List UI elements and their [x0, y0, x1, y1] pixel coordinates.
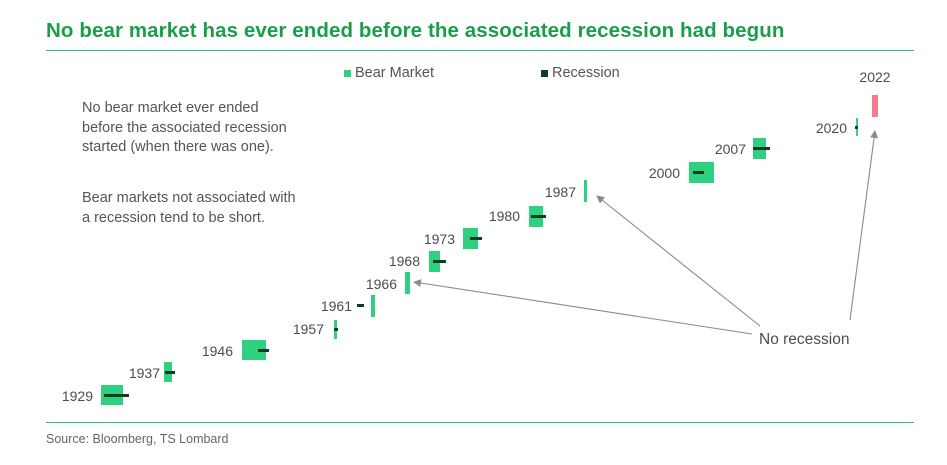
legend-bear-market-swatch — [344, 69, 351, 77]
bear-market-bar-1946 — [242, 340, 266, 360]
year-label-2000: 2000 — [649, 165, 680, 181]
title-divider — [46, 50, 914, 51]
bear-market-bar-1987 — [584, 180, 587, 202]
recession-bar-2020 — [855, 126, 858, 129]
recession-bar-1957 — [334, 328, 338, 331]
year-label-1968: 1968 — [389, 253, 420, 269]
year-label-1980: 1980 — [489, 208, 520, 224]
year-label-2022: 2022 — [859, 69, 890, 85]
legend-bear-market-label: Bear Market — [355, 65, 434, 81]
recession-bar-1973 — [470, 237, 482, 240]
note-line: No bear market ever ended — [82, 100, 259, 116]
legend-recession-swatch — [541, 69, 548, 77]
year-label-1973: 1973 — [424, 231, 455, 247]
bear-market-bar-1966 — [405, 272, 410, 294]
note-line: before the associated recession — [82, 119, 287, 136]
recession-bar-1937 — [165, 371, 175, 374]
year-label-1957: 1957 — [293, 321, 324, 337]
legend-recession: Recession — [541, 65, 620, 81]
source-note: Source: Bloomberg, TS Lombard — [46, 432, 229, 446]
legend-bear-market: Bear Market — [344, 65, 434, 81]
note-line: a recession tend to be short. — [82, 209, 265, 226]
year-label-1946: 1946 — [202, 343, 233, 359]
recession-bar-1968 — [433, 260, 446, 263]
year-label-2020: 2020 — [816, 120, 847, 136]
year-label-1929: 1929 — [62, 388, 93, 404]
note-paragraph-2: Bear markets not associated with a reces… — [82, 189, 296, 228]
note-line: started (when there was one). — [82, 139, 274, 155]
year-label-1987: 1987 — [545, 184, 576, 200]
year-label-2007: 2007 — [715, 141, 746, 157]
bear-market-bar-2022 — [872, 95, 878, 117]
chart-title: No bear market has ever ended before the… — [46, 19, 785, 42]
no-recession-annotation: No recession — [759, 331, 849, 348]
legend-recession-label: Recession — [552, 65, 620, 81]
bear-market-bar-1961 — [371, 295, 375, 317]
year-label-1966: 1966 — [366, 276, 397, 292]
recession-bar-1946 — [258, 349, 269, 352]
note-line: Bear markets not associated with — [82, 190, 296, 206]
recession-bar-1929 — [104, 394, 129, 397]
year-label-1961: 1961 — [321, 298, 352, 314]
note-paragraph-1: No bear market ever ended before the ass… — [82, 99, 287, 158]
arrow-to-2022 — [849, 130, 879, 321]
recession-bar-1961 — [357, 304, 364, 307]
recession-bar-1980 — [531, 215, 546, 218]
arrow-to-1987 — [596, 195, 761, 327]
footer-divider — [46, 422, 914, 423]
arrow-to-1966 — [413, 279, 753, 335]
recession-bar-2000 — [693, 171, 704, 174]
year-label-1937: 1937 — [129, 365, 160, 381]
recession-bar-2007 — [753, 147, 770, 150]
